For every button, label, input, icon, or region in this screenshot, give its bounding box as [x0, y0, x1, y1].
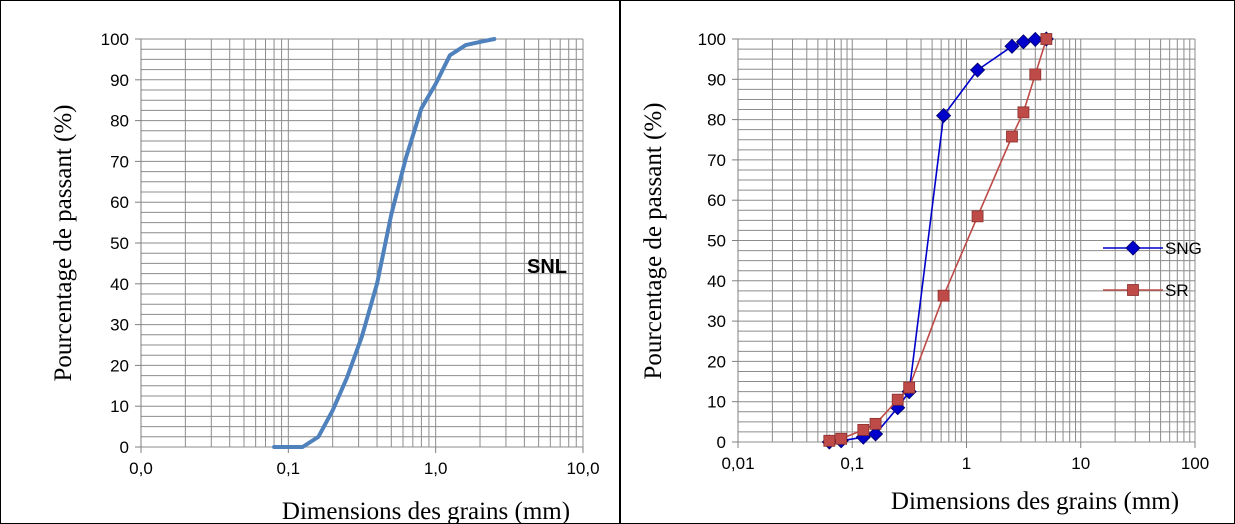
data-point-sr	[891, 393, 904, 406]
y-tick-label: 50	[110, 234, 129, 253]
x-tick-label: 0,01	[721, 454, 754, 473]
x-tick-label: 100	[1181, 454, 1209, 473]
data-point-sr	[869, 417, 882, 430]
y-tick-label: 20	[110, 356, 129, 375]
data-point-sr	[835, 432, 848, 445]
data-point-sng	[1027, 31, 1043, 47]
chart-annotation: SNL	[527, 256, 567, 278]
data-point-sr	[823, 434, 836, 447]
chart-panel-sng-sr: 0 10 20 30 40 50 60 70 80 90 100 0,01 0,1 1 10 100 Dimen…	[620, 0, 1235, 524]
y-tick-label: 40	[707, 272, 726, 291]
y-tick-label: 70	[707, 151, 726, 170]
y-axis-title: Pourcentage de passant (%)	[50, 105, 77, 382]
y-tick-label: 20	[707, 352, 726, 371]
y-tick-label: 100	[698, 30, 726, 49]
y-tick-label: 90	[707, 70, 726, 89]
y-tick-label: 10	[110, 397, 129, 416]
x-tick-label: 10,0	[566, 459, 599, 478]
y-tick-label: 0	[120, 438, 129, 457]
data-point-sr	[857, 424, 870, 436]
legend-marker-sr	[1127, 284, 1139, 296]
y-tick-label: 80	[110, 112, 129, 131]
y-tick-label: 60	[707, 191, 726, 210]
legend-marker-sng	[1125, 240, 1141, 256]
data-point-sng	[970, 62, 986, 78]
legend-label-sng: SNG	[1165, 239, 1202, 258]
data-point-sr	[1017, 106, 1030, 119]
data-point-sr	[1029, 68, 1042, 81]
x-tick-label: 1,0	[424, 459, 448, 478]
y-tick-label: 10	[707, 393, 726, 412]
x-tick-label: 10	[1071, 454, 1090, 473]
y-tick-label: 60	[110, 193, 129, 212]
y-tick-label: 80	[707, 111, 726, 130]
x-tick-label: 1	[962, 454, 971, 473]
data-point-sr	[971, 210, 984, 223]
series-line-snl	[272, 37, 497, 449]
data-point-sr	[937, 289, 950, 302]
x-tick-label: 0,1	[840, 454, 864, 473]
chart-snl: 0 10 20 30 40 50 60 70 80 90 100 0,0 0,1 1,0 10,0 Dimen…	[50, 30, 600, 524]
data-point-sr	[1040, 33, 1053, 45]
y-tick-label: 30	[707, 312, 726, 331]
y-axis-title: Pourcentage de passant (%)	[640, 103, 667, 380]
chart-panel-snl: 0 10 20 30 40 50 60 70 80 90 100 0,0 0,1 1,0 10,0 Dimen…	[0, 0, 620, 524]
x-tick-label: 0,0	[129, 459, 153, 478]
data-point-sng	[1004, 38, 1020, 54]
data-point-sng	[868, 426, 884, 442]
x-axis-title: Dimensions des grains (mm)	[282, 498, 570, 524]
y-tick-label: 50	[707, 232, 726, 251]
y-tick-label: 70	[110, 152, 129, 171]
y-tick-label: 100	[101, 30, 129, 49]
y-tick-label: 30	[110, 316, 129, 335]
y-tick-label: 40	[110, 275, 129, 294]
legend-label-sr: SR	[1165, 281, 1189, 300]
y-tick-label: 0	[717, 433, 726, 452]
x-tick-label: 0,1	[277, 459, 301, 478]
y-tick-label: 90	[110, 71, 129, 90]
x-axis-title: Dimensions des grains (mm)	[891, 488, 1179, 515]
data-point-sr	[1006, 130, 1018, 143]
data-point-sng	[936, 108, 952, 124]
gridlines	[140, 38, 584, 448]
data-point-sr	[903, 381, 916, 394]
